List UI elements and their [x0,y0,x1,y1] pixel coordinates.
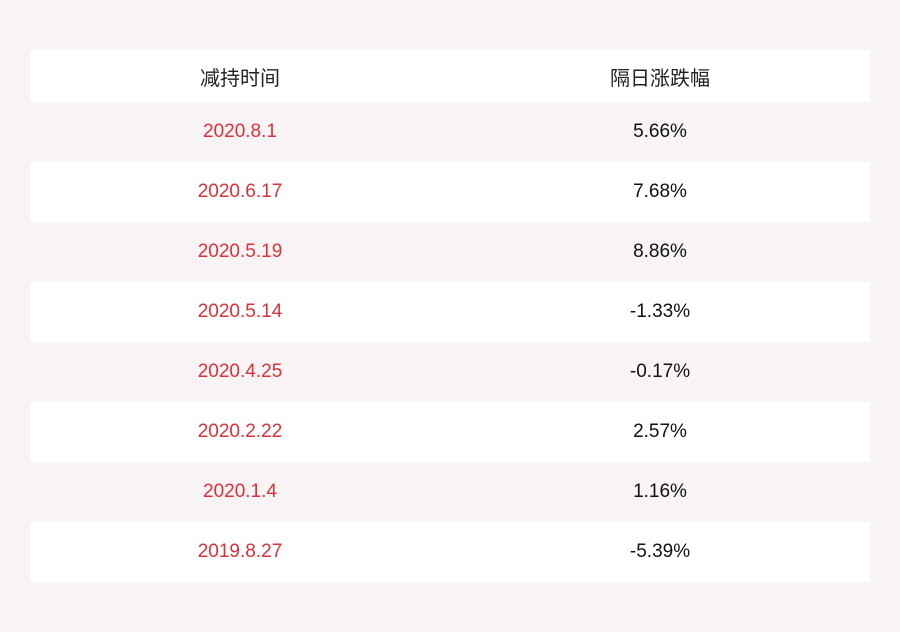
date-cell: 2019.8.27 [197,541,283,562]
change-cell: 5.66% [633,121,687,142]
date-cell: 2020.8.1 [203,121,277,142]
reduction-table: 减持时间 隔日涨跌幅 2020.8.1 5.66% 2020.6.17 7.68… [30,50,870,582]
date-cell: 2020.4.25 [197,361,283,382]
date-cell: 2020.6.17 [197,181,283,202]
header-reduction-time: 减持时间 [200,65,280,90]
table-row: 2020.1.4 1.16% [30,462,870,522]
table-row: 2020.5.14 -1.33% [30,282,870,342]
table-row: 2019.8.27 -5.39% [30,522,870,582]
change-cell: 8.86% [633,241,687,262]
change-cell: -1.33% [629,301,691,322]
date-cell: 2020.1.4 [203,481,277,502]
change-cell: -5.39% [629,541,691,562]
table-row: 2020.4.25 -0.17% [30,342,870,402]
table-row: 2020.5.19 8.86% [30,222,870,282]
date-cell: 2020.5.14 [197,301,283,322]
date-cell: 2020.5.19 [197,241,283,262]
table-row: 2020.8.1 5.66% [30,102,870,162]
date-cell: 2020.2.22 [197,421,283,442]
change-cell: 7.68% [633,181,687,202]
table-row: 2020.6.17 7.68% [30,162,870,222]
table-row: 2020.2.22 2.57% [30,402,870,462]
table-header: 减持时间 隔日涨跌幅 [30,50,870,102]
change-cell: 1.16% [633,481,687,502]
change-cell: -0.17% [629,361,691,382]
change-cell: 2.57% [633,421,687,442]
header-next-day-change: 隔日涨跌幅 [610,65,710,90]
